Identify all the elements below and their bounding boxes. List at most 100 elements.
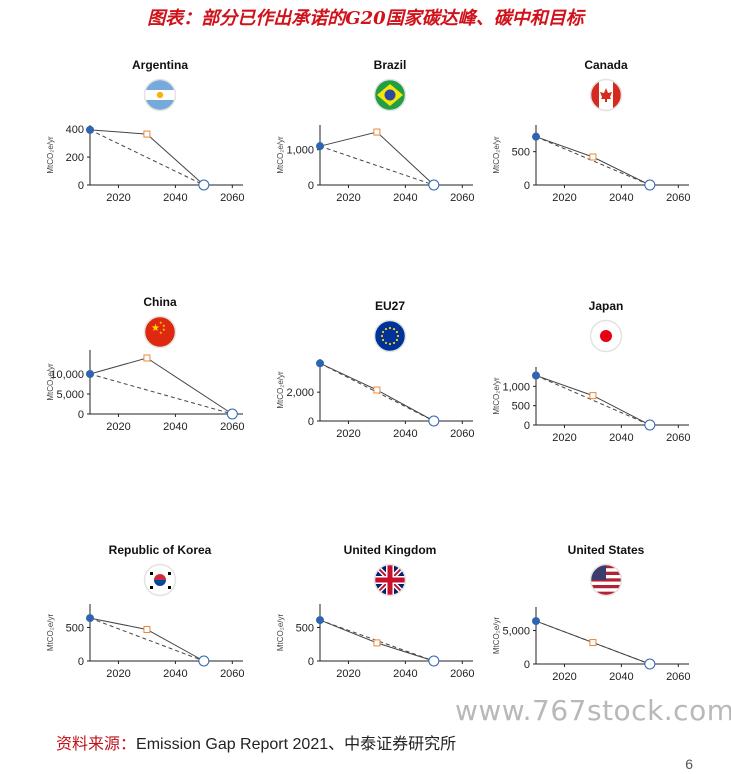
net-zero-point [428,655,440,667]
eu-star [388,326,392,330]
y-tick-label: 0 [78,409,84,421]
x-tick-label: 2040 [163,421,187,433]
source-label: 资料来源： [56,734,137,753]
chart-panel: Republic of Korea 0 500 2020 2040 2060 MtCO₂e/… [45,543,275,773]
target-2030-marker [589,639,597,647]
chart-title: Japan [588,299,624,313]
y-tick-label: 0 [308,180,314,192]
flag-stripe [591,591,621,595]
x-tick-label: 2020 [336,192,360,204]
canada-flag-icon [591,80,621,110]
chart-svg: 0 500 2020 2040 2060 MtCO₂e/yr [276,563,475,680]
flag-small-star: ★ [162,323,166,328]
maple-leaf [600,88,612,102]
y-tick-label: 0 [308,656,314,668]
chart-svg: 0 2,000 2020 2040 2060 MtCO₂e/yr [276,319,475,440]
x-tick-label: 2060 [666,671,690,683]
start-point [532,617,540,626]
y-axis-label: MtCO₂e/yr [492,136,501,174]
korea-flag-icon [145,565,175,595]
y-tick-label: 1,000 [286,145,314,157]
target-2030-marker [373,128,381,136]
x-tick-label: 2020 [336,668,360,680]
x-tick-label: 2060 [666,432,690,444]
source-text: Emission Gap Report 2021、中泰证券研究所 [136,736,457,753]
net-zero-point [644,419,656,431]
start-point [532,371,540,380]
y-tick-label: 5,000 [502,625,530,637]
y-tick-label: 2,000 [286,387,314,399]
flag-stripe [591,585,621,589]
watermark: www.767stock.com [455,694,731,727]
chart-svg: ★★★★★ 0 5,000 10,000 2020 2040 2060 MtCO₂e/yr [46,315,245,433]
x-tick-label: 2040 [163,192,187,204]
emissions-line [89,617,205,662]
taeguk-red [154,574,166,580]
flag-ring [143,315,177,349]
start-point [532,132,540,141]
chart-panel: United States 0 5,000 2020 2040 2060 MtCO₂e/yr [491,543,721,773]
y-axis-label: MtCO₂e/yr [46,363,55,401]
start-point [316,359,324,368]
x-tick-label: 2060 [450,668,474,680]
x-tick-label: 2060 [220,668,244,680]
flag-part [591,80,599,110]
net-zero-point [428,179,440,191]
x-tick-label: 2060 [220,421,244,433]
eu-star [392,327,396,331]
eu-star [381,338,385,342]
flag-star: ★ [151,323,160,334]
chart-svg: 0 5,000 2020 2040 2060 MtCO₂e/yr [492,563,691,683]
dashed-pathway-line [535,375,651,426]
y-tick-label: 500 [512,147,530,159]
chart-svg: 0 200 400 2020 2040 2060 MtCO₂e/yr [46,78,245,204]
x-tick-label: 2040 [163,668,187,680]
net-zero-point [428,415,440,427]
y-tick-label: 500 [66,622,84,634]
flag-part [613,80,621,110]
chart-title: United States [567,543,645,557]
flag-sun-disc [600,330,612,342]
flag-part [375,577,405,583]
page-number: 6 [685,756,693,772]
flag-globe [384,89,396,101]
chart-title: Argentina [131,58,188,72]
chart-svg: 0 500 1,000 2020 2040 2060 MtCO₂e/yr [492,319,691,444]
flag-stripe [591,588,621,592]
dashed-pathway-line [89,617,205,662]
y-axis-label: MtCO₂e/yr [276,371,285,409]
chart-title: Republic of Korea [108,543,212,557]
flag-ring [373,78,407,112]
start-point [86,125,94,134]
target-2030-marker [373,386,381,394]
chart-panel: Canada 0 500 2020 2040 2060 MtCO₂e/yr [491,58,721,288]
flag-ring [589,78,623,112]
eu-star [392,341,396,345]
target-2030-marker [373,639,381,647]
trigram [168,586,171,589]
trigram [150,572,153,575]
chart-title: Brazil [373,58,407,72]
net-zero-point [644,658,656,670]
flag-ring [143,563,177,597]
trigram [168,572,171,575]
x-tick-label: 2040 [609,432,633,444]
flag-ring [589,563,623,597]
china-flag-icon: ★★★★★ [145,317,175,347]
dashed-pathway-line [319,619,435,662]
flag-ring [373,319,407,353]
chart-panel: Japan 0 500 1,000 2020 2040 2060 MtCO₂e/yr [491,295,721,525]
x-tick-label: 2020 [106,421,130,433]
dashed-pathway-line [89,373,233,415]
y-tick-label: 400 [66,124,84,136]
x-tick-label: 2060 [450,192,474,204]
flag-stripe [591,581,621,585]
chart-panel: EU27 0 2,000 2020 2040 2060 MtCO₂e/yr [275,295,505,525]
dashed-pathway-line [535,620,651,665]
flag-sun [156,91,164,99]
flag-ring [589,319,623,353]
chart-svg: 0 500 2020 2040 2060 MtCO₂e/yr [492,78,691,204]
y-tick-label: 0 [524,180,530,192]
y-axis-label: MtCO₂e/yr [46,136,55,174]
start-point [316,616,324,625]
